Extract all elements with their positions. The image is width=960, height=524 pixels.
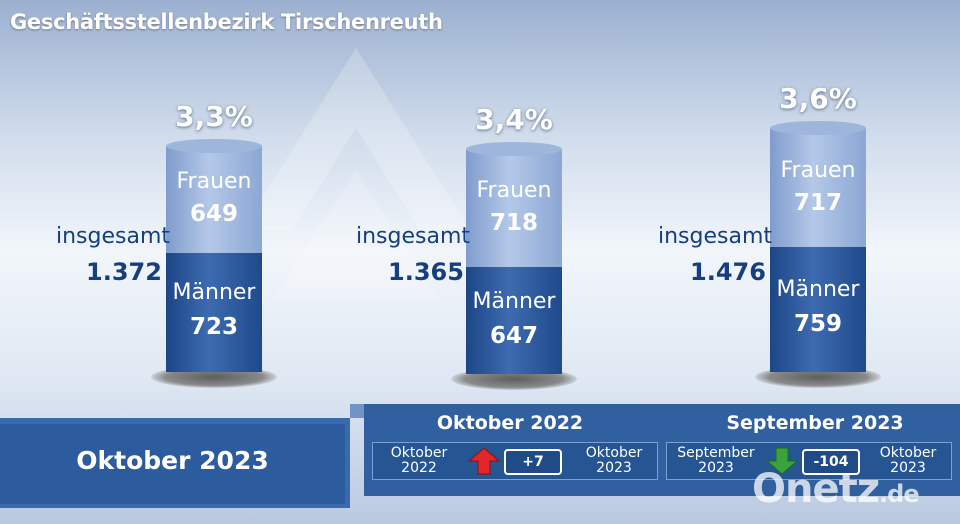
comparison-2-left-label: September 2023 [677,445,755,476]
current-period-box [0,424,345,504]
maenner-label: Männer [172,280,256,306]
comparison-1-left-label: Oktober 2022 [390,445,448,476]
rate-label: 3,3% [175,99,253,133]
total-label: insgesamt [658,224,773,249]
bar-top-cap [466,141,562,156]
frauen-value: 717 [793,189,842,216]
frauen-label: Frauen [780,157,856,183]
bar-segment-maenner [466,267,562,374]
frauen-value: 649 [189,201,238,228]
comparison-2-delta: -104 [802,449,860,475]
frauen-label: Frauen [176,169,252,195]
rate-label: 3,6% [779,82,857,116]
bar-segment-maenner [770,246,866,372]
total-value: 1.365 [388,258,464,286]
bar-segment-maenner [166,252,262,372]
bar-top-cap [166,138,262,153]
maenner-label: Männer [776,277,860,303]
arrow-up-icon [468,447,500,475]
arrow-down-icon [766,447,798,475]
comparison-title-2: September 2023 [726,412,904,434]
comparison-1-delta: +7 [504,449,562,475]
maenner-value: 759 [793,311,842,338]
bar-segment-frauen [166,145,262,253]
current-period-label: Oktober 2023 [76,446,269,475]
total-value: 1.476 [690,258,766,286]
frauen-label: Frauen [476,178,552,203]
maenner-value: 647 [489,322,538,349]
comparison-1-right-label: Oktober 2023 [585,445,643,476]
stacked-bar-3: Frauen 717 Männer 759 [770,121,866,372]
stacked-bar-2: Frauen 718 Männer 647 [466,141,562,374]
bar-top-cap [770,121,866,136]
stacked-bar-1: Frauen 649 Männer 723 [166,138,262,372]
watermark-logo: Onetz.de [752,466,920,512]
total-label: insgesamt [56,224,171,249]
rate-label: 3,4% [475,102,553,136]
comparison-title-1: Oktober 2022 [436,412,584,434]
total-label: insgesamt [356,224,471,249]
chart-title: Geschäftsstellenbezirk Tirschenreuth [10,10,443,34]
frauen-value: 718 [489,210,538,236]
total-value: 1.372 [86,258,162,286]
maenner-label: Männer [472,288,556,314]
bar-segment-frauen [466,148,562,268]
bar-segment-frauen [770,128,866,247]
comparison-2-right-label: Oktober 2023 [879,445,937,476]
maenner-value: 723 [189,314,238,341]
